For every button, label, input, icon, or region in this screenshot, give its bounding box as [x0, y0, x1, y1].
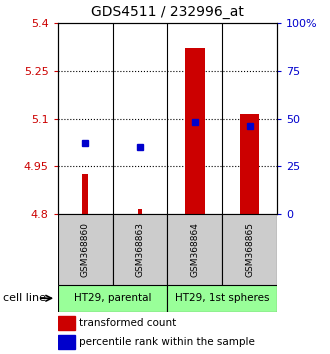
Bar [58, 316, 75, 330]
Text: GSM368865: GSM368865 [245, 222, 254, 277]
Bar [222, 214, 277, 285]
Text: HT29, 1st spheres: HT29, 1st spheres [175, 293, 270, 303]
Text: GSM368864: GSM368864 [190, 222, 199, 277]
Bar [113, 214, 168, 285]
Title: GDS4511 / 232996_at: GDS4511 / 232996_at [91, 5, 244, 19]
Bar [168, 285, 277, 312]
Bar [240, 114, 259, 214]
Text: percentile rank within the sample: percentile rank within the sample [79, 337, 254, 348]
Bar [58, 336, 75, 349]
Bar [58, 214, 113, 285]
Text: HT29, parental: HT29, parental [74, 293, 151, 303]
Bar [185, 48, 205, 214]
Text: cell line: cell line [3, 293, 46, 303]
Text: GSM368863: GSM368863 [136, 222, 145, 277]
Bar [138, 209, 142, 214]
Bar [168, 214, 222, 285]
Text: GSM368860: GSM368860 [81, 222, 90, 277]
Bar [82, 175, 88, 214]
Bar [58, 285, 168, 312]
Text: transformed count: transformed count [79, 318, 176, 328]
